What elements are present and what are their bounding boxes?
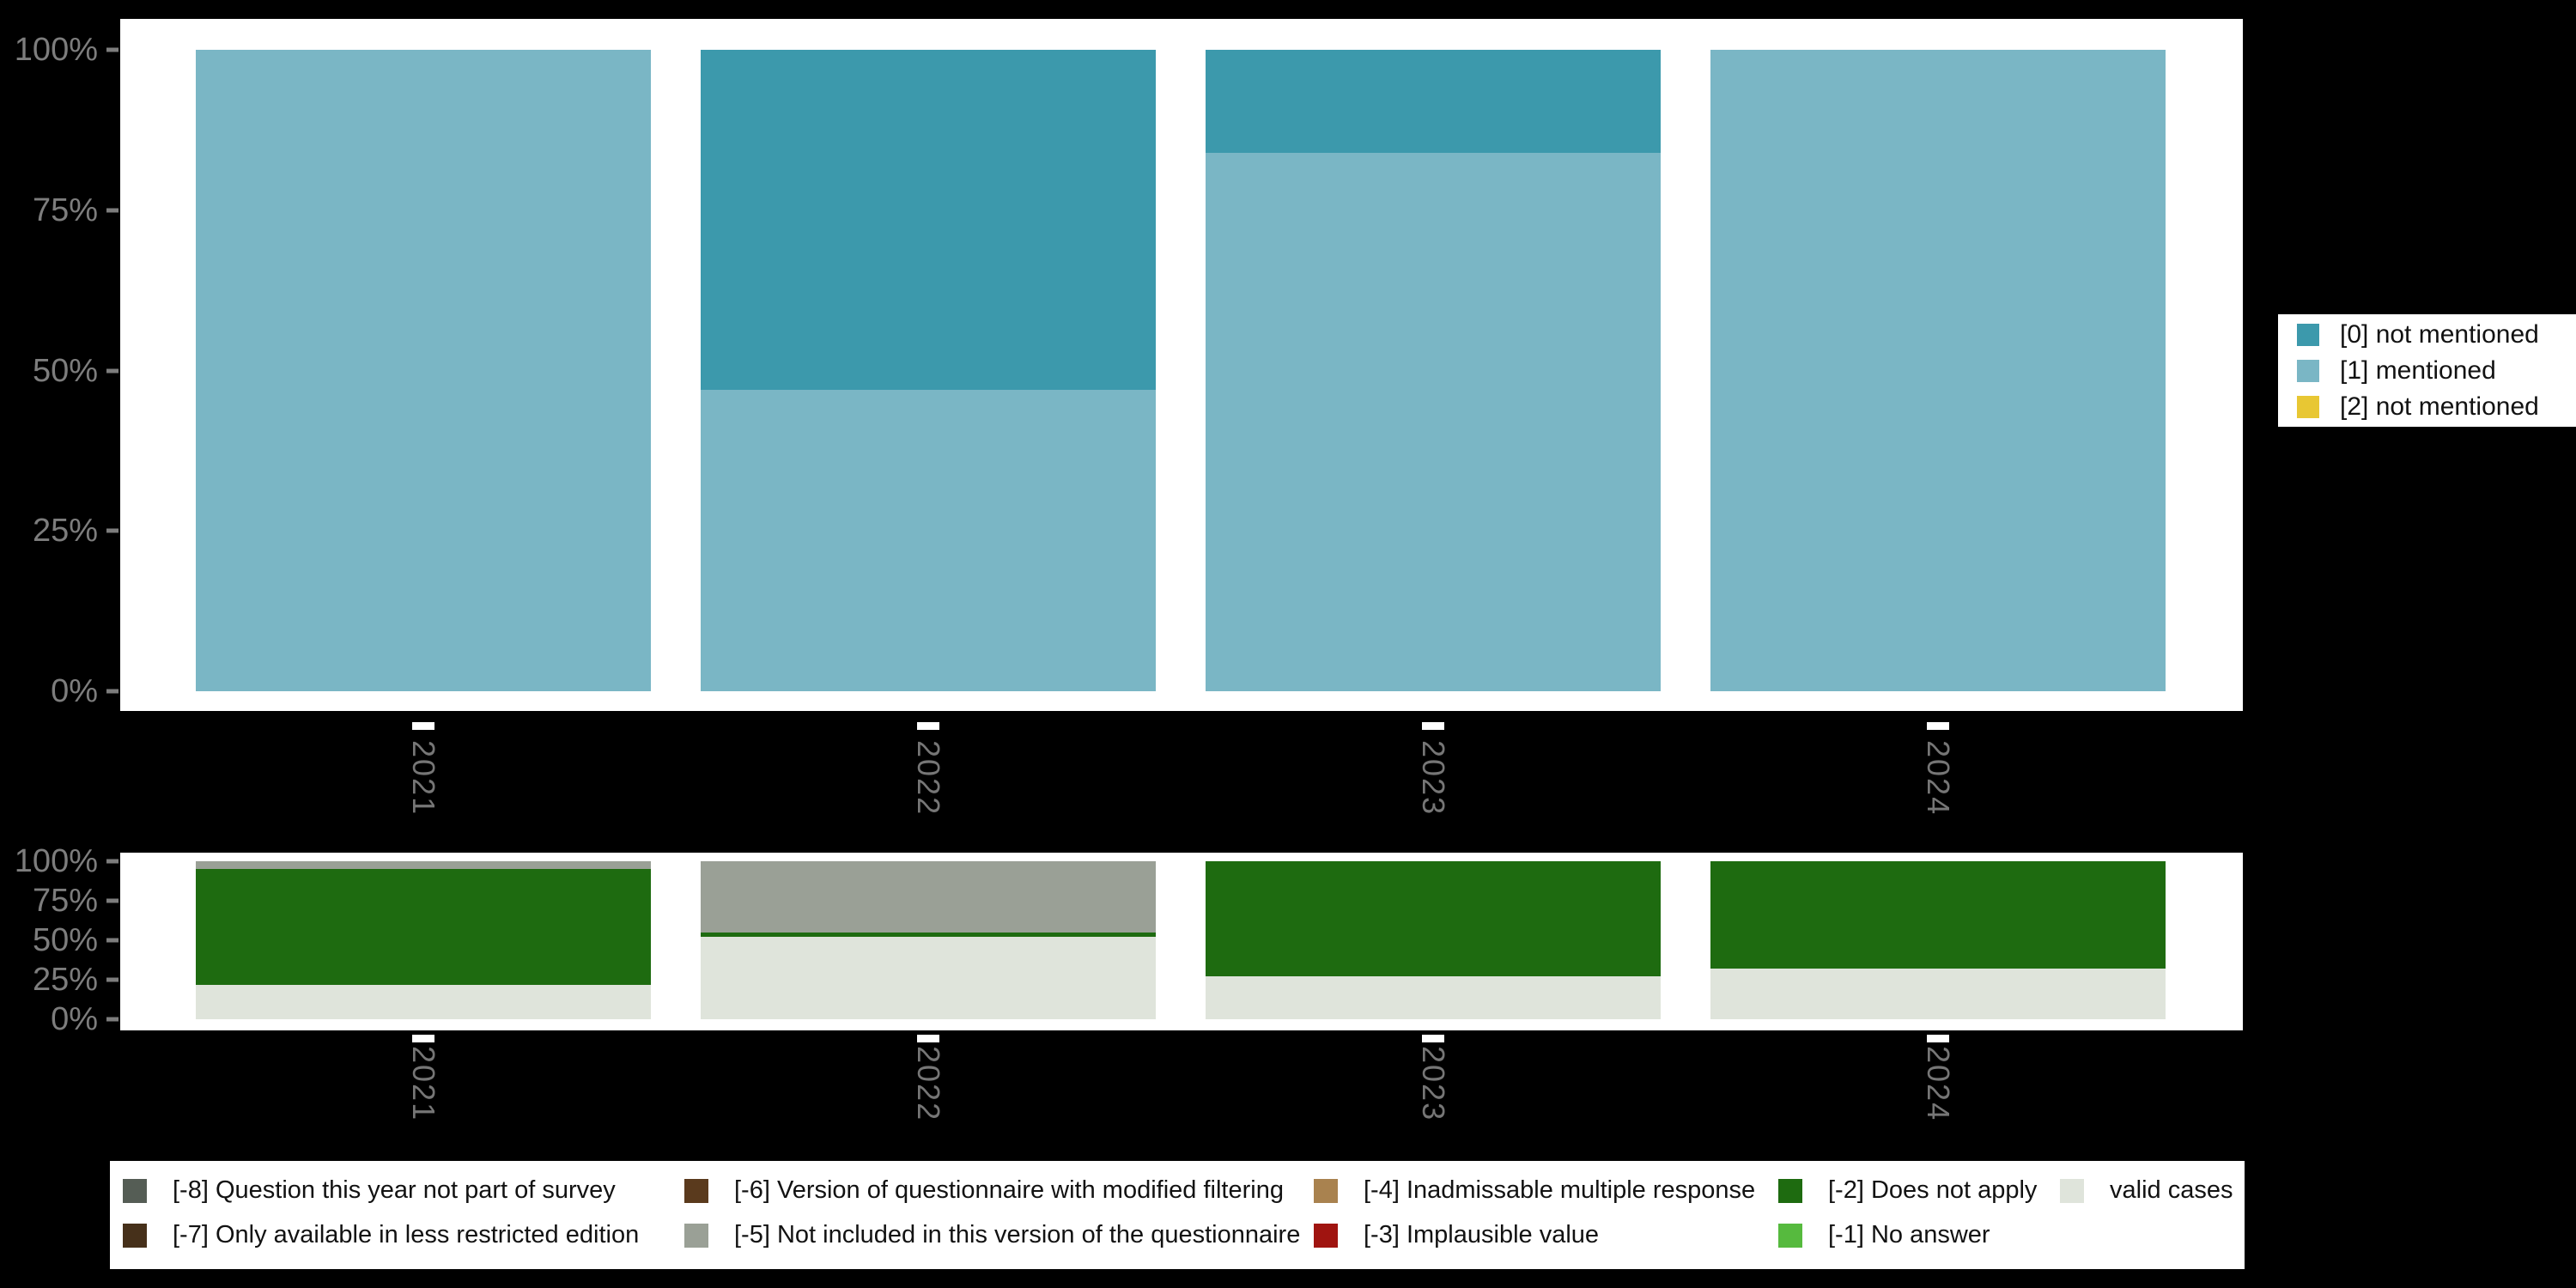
legend-swatch-icon <box>1314 1223 1338 1248</box>
y-axis-tick-mark <box>106 859 118 864</box>
x-axis-year-label: 2024 <box>1921 1046 1956 1122</box>
legend-item-label: [2] not mentioned <box>2340 392 2539 421</box>
legend-item---5-not-included-in-this-version-of-the-questionnaire: [-5] Not included in this version of the… <box>684 1221 1300 1249</box>
legend-item---7-only-available-in-less-restricted-edition: [-7] Only available in less restricted e… <box>123 1221 639 1249</box>
legend-swatch-icon <box>1314 1178 1338 1203</box>
bar-segment <box>1206 861 1661 977</box>
legend-item-0: [0] not mentioned <box>2297 320 2576 349</box>
legend-item-label: [-4] Inadmissable multiple response <box>1364 1176 1756 1204</box>
bar-segment <box>701 937 1156 1019</box>
legend-item-1: [1] mentioned <box>2297 356 2576 386</box>
legend-item-label: [1] mentioned <box>2340 355 2496 385</box>
stacked-bar-2022 <box>701 861 1156 1019</box>
y-axis-tick-label: 75% <box>32 883 98 919</box>
bar-segment <box>1710 50 2166 691</box>
y-axis-tick-mark <box>106 208 118 213</box>
y-axis-tick-mark <box>106 368 118 373</box>
legend-item-label: [-6] Version of questionnaire with modif… <box>734 1176 1284 1204</box>
bar-segment <box>196 861 651 870</box>
bar-segment <box>701 389 1156 691</box>
legend-item-valid-cases: valid cases <box>2060 1176 2233 1205</box>
bar-segment <box>1206 152 1661 691</box>
legend-item-label: valid cases <box>2110 1176 2233 1204</box>
stacked-bar-2023 <box>1206 50 1661 691</box>
x-axis-year-label: 2023 <box>1416 740 1451 817</box>
legend-item---2-does-not-apply: [-2] Does not apply <box>1778 1176 2037 1205</box>
bar-segment <box>1206 976 1661 1019</box>
x-axis-tick-mark <box>917 1035 939 1042</box>
x-axis-tick-mark <box>1927 722 1949 730</box>
stacked-bar-2022 <box>701 50 1156 691</box>
legend-item-2: [2] not mentioned <box>2297 392 2576 422</box>
y-axis-tick-mark <box>106 528 118 533</box>
legend-item-label: [-8] Question this year not part of surv… <box>173 1176 616 1204</box>
y-axis-tick-mark <box>106 977 118 982</box>
legend-item---4-inadmissable-multiple-response: [-4] Inadmissable multiple response <box>1314 1176 1755 1205</box>
x-axis-tick-mark <box>1422 1035 1444 1042</box>
y-axis-tick-mark <box>106 689 118 694</box>
bar-segment <box>1206 50 1661 153</box>
stacked-bar-2021 <box>196 50 651 691</box>
y-axis-tick-label: 50% <box>32 352 98 389</box>
legend-item-label: [-3] Implausible value <box>1364 1221 1600 1249</box>
legend-swatch-icon <box>2297 395 2319 418</box>
legend-swatch-icon <box>2297 359 2319 382</box>
legend-swatch-icon <box>123 1223 147 1248</box>
legend-swatch-icon <box>684 1178 708 1203</box>
y-axis-tick-label: 25% <box>32 962 98 998</box>
legend-item---1-no-answer: [-1] No answer <box>1778 1221 1990 1249</box>
legend-swatch-icon <box>1778 1178 1802 1203</box>
y-axis-tick-mark <box>106 1017 118 1022</box>
legend-item-label: [-2] Does not apply <box>1828 1176 2038 1204</box>
bar-segment <box>1710 861 2166 969</box>
x-axis-year-label: 2021 <box>406 740 441 817</box>
stacked-bar-2024 <box>1710 861 2166 1019</box>
legend-swatch-icon <box>123 1178 147 1203</box>
legend-item---8-question-this-year-not-part-of-survey: [-8] Question this year not part of surv… <box>123 1176 616 1205</box>
x-axis-tick-mark <box>412 722 434 730</box>
y-axis-tick-label: 0% <box>51 1001 98 1037</box>
x-axis-year-label: 2023 <box>1416 1046 1451 1122</box>
x-axis-year-label: 2024 <box>1921 740 1956 817</box>
legend-item-label: [-5] Not included in this version of the… <box>734 1221 1301 1249</box>
y-axis-tick-label: 100% <box>14 32 98 68</box>
x-axis-year-label: 2022 <box>911 1046 946 1122</box>
y-axis-tick-label: 75% <box>32 191 98 228</box>
y-axis-tick-label: 25% <box>32 513 98 550</box>
values-legend: [0] not mentioned [1] mentioned [2] not me… <box>2278 314 2576 427</box>
y-axis-tick-label: 50% <box>32 922 98 958</box>
x-axis-tick-mark <box>917 722 939 730</box>
missing-values-legend: [-8] Question this year not part of surv… <box>110 1161 2245 1269</box>
bar-segment <box>196 984 651 1019</box>
legend-swatch-icon <box>2297 323 2319 346</box>
bar-segment <box>196 50 651 691</box>
x-axis-year-label: 2022 <box>911 740 946 817</box>
legend-swatch-icon <box>2060 1178 2084 1203</box>
y-axis-tick-label: 0% <box>51 673 98 709</box>
x-axis-tick-mark <box>1927 1035 1949 1042</box>
bar-segment <box>1710 969 2166 1019</box>
legend-item-label: [-1] No answer <box>1828 1221 1990 1249</box>
y-axis-tick-mark <box>106 898 118 903</box>
x-axis-year-label: 2021 <box>406 1046 441 1122</box>
stacked-bar-2021 <box>196 861 651 1019</box>
stacked-bar-2024 <box>1710 50 2166 691</box>
bar-segment <box>701 861 1156 933</box>
y-axis-tick-label: 100% <box>14 843 98 879</box>
x-axis-tick-mark <box>1422 722 1444 730</box>
x-axis-tick-mark <box>412 1035 434 1042</box>
legend-item---3-implausible-value: [-3] Implausible value <box>1314 1221 1599 1249</box>
bar-segment <box>196 869 651 985</box>
legend-item-label: [-7] Only available in less restricted e… <box>173 1221 640 1249</box>
bar-segment <box>701 932 1156 938</box>
stacked-bar-2023 <box>1206 861 1661 1019</box>
legend-swatch-icon <box>1778 1223 1802 1248</box>
legend-swatch-icon <box>684 1223 708 1248</box>
legend-item-label: [0] not mentioned <box>2340 319 2539 349</box>
bar-segment <box>701 50 1156 390</box>
y-axis-tick-mark <box>106 938 118 943</box>
y-axis-tick-mark <box>106 47 118 52</box>
legend-item---6-version-of-questionnaire-with-modified-filtering: [-6] Version of questionnaire with modif… <box>684 1176 1284 1205</box>
